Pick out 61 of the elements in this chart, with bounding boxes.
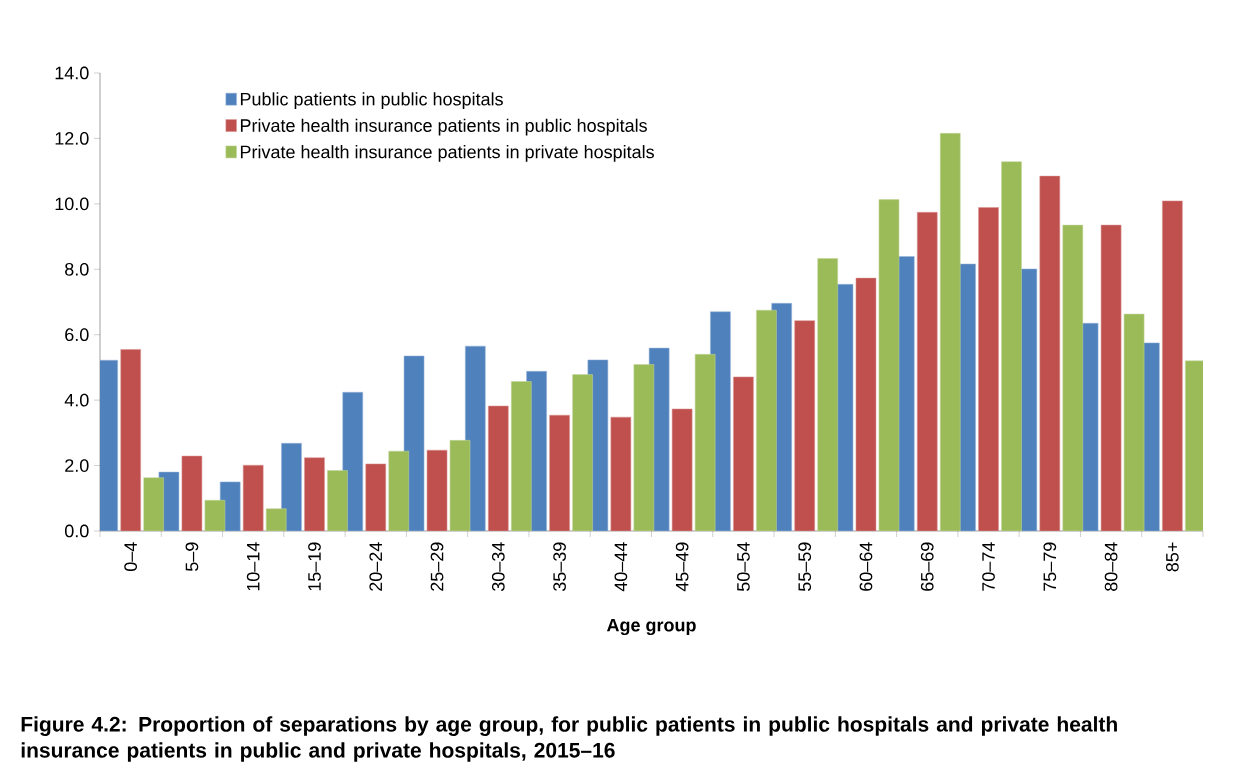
x-tick-label: 85+ bbox=[1165, 542, 1179, 572]
x-tick-label: 80–84 bbox=[1104, 542, 1118, 591]
x-tick-label: 75–79 bbox=[1043, 542, 1057, 591]
legend-label: Private health insurance patients in public hospitals bbox=[240, 118, 647, 136]
x-tick-label: 70–74 bbox=[982, 542, 995, 591]
bar bbox=[488, 405, 509, 531]
bar bbox=[143, 477, 164, 531]
y-tick-label: 12.0 bbox=[55, 132, 89, 145]
y-tick-label: 4.0 bbox=[64, 393, 89, 407]
bar bbox=[916, 212, 938, 531]
x-tick-label: 30–34 bbox=[491, 542, 505, 592]
x-tick-label: 25–29 bbox=[430, 542, 444, 591]
bar bbox=[572, 374, 593, 531]
bar bbox=[733, 376, 754, 531]
x-tick-label: 65–69 bbox=[920, 542, 934, 591]
bar bbox=[388, 450, 410, 531]
bar bbox=[794, 320, 815, 531]
x-tick-label: 35–39 bbox=[553, 542, 566, 592]
bar bbox=[120, 349, 141, 531]
bar bbox=[242, 464, 264, 531]
bar bbox=[1123, 313, 1145, 531]
bar bbox=[1062, 224, 1084, 531]
bar bbox=[327, 470, 348, 531]
bar bbox=[633, 364, 655, 531]
bar bbox=[1162, 200, 1183, 531]
legend-label: Public patients in public hospitals bbox=[240, 92, 503, 110]
x-tick-label: 55–59 bbox=[798, 542, 812, 592]
bar bbox=[281, 443, 302, 531]
y-tick-label: 6.0 bbox=[65, 328, 89, 342]
bar bbox=[365, 463, 387, 531]
y-tick-label: 2.0 bbox=[65, 459, 89, 472]
bar bbox=[265, 508, 287, 531]
y-tick-label: 10.0 bbox=[55, 197, 89, 211]
x-tick-label: 5–9 bbox=[185, 542, 199, 572]
bar bbox=[1039, 175, 1061, 531]
bar bbox=[1001, 161, 1022, 531]
x-tick-label: 20–24 bbox=[369, 542, 383, 591]
legend-label: Private health insurance patients in private hospitals bbox=[240, 145, 654, 162]
y-tick-label: 0.0 bbox=[64, 524, 89, 538]
bar bbox=[878, 199, 900, 531]
x-tick-label: 15–19 bbox=[308, 542, 321, 591]
bar bbox=[549, 414, 570, 531]
x-tick-label: 60–64 bbox=[859, 542, 873, 591]
bar bbox=[204, 499, 226, 531]
text: Figure 4.2: Proportion of separations by age group, for public patients in public hospitals and private health insurance patients in public and private hospitals, 2015–16 bbox=[21, 716, 1117, 762]
x-tick-label: 45–49 bbox=[675, 542, 689, 592]
bar bbox=[978, 207, 999, 531]
x-axis-title: Age group bbox=[606, 618, 696, 636]
bar bbox=[756, 309, 777, 531]
x-tick-label: 10–14 bbox=[246, 542, 260, 591]
bar bbox=[449, 440, 471, 531]
bar bbox=[939, 132, 961, 531]
y-tick-label: 8.0 bbox=[65, 262, 89, 276]
bar bbox=[817, 258, 838, 531]
bar bbox=[694, 354, 716, 531]
x-tick-label: 0–4 bbox=[124, 542, 138, 572]
y-tick-label: 14.0 bbox=[55, 66, 89, 80]
x-tick-label: 40–44 bbox=[614, 542, 628, 592]
bar bbox=[511, 381, 532, 531]
x-tick-label: 50–54 bbox=[737, 542, 750, 592]
bar bbox=[304, 457, 325, 531]
